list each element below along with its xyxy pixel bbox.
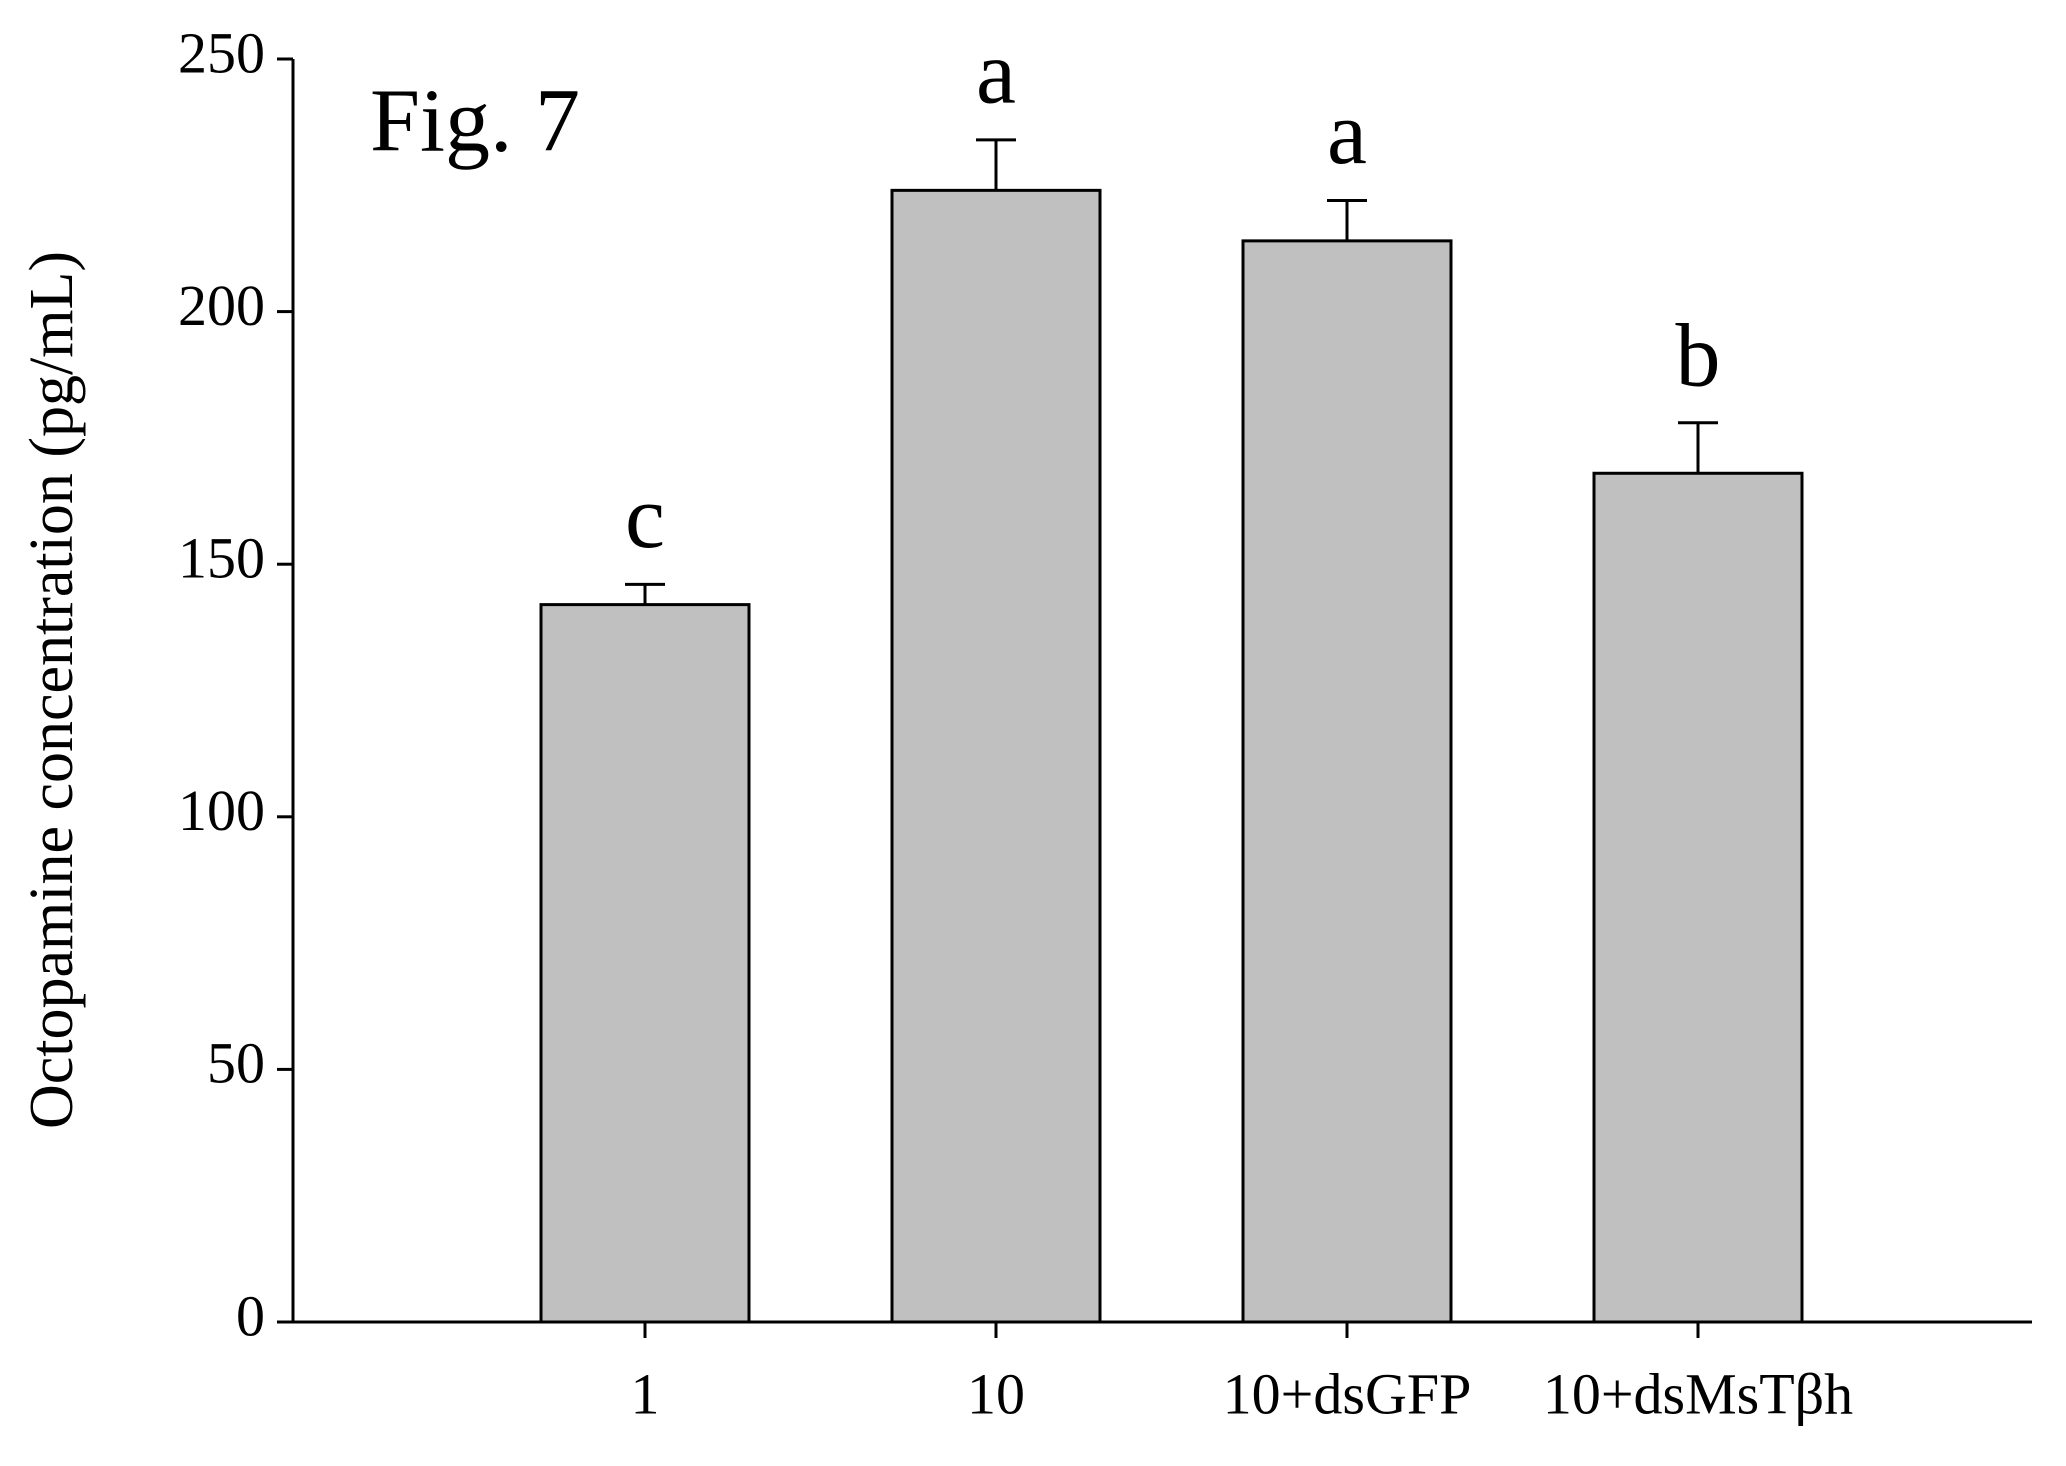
x-tick-label: 10+dsMsTβh (1543, 1361, 1853, 1426)
bar (539, 603, 751, 1324)
x-tick-label: 10 (967, 1361, 1025, 1426)
significance-letter: a (976, 23, 1016, 122)
significance-letter: b (1676, 306, 1721, 405)
significance-letter: c (625, 468, 665, 567)
y-tick-label: 0 (236, 1283, 265, 1348)
bar (1241, 239, 1453, 1324)
y-axis-label: Octopamine concentration (pg/mL) (18, 251, 86, 1129)
y-tick-label: 250 (178, 20, 265, 85)
chart-title: Fig. 7 (370, 72, 580, 171)
y-tick-label: 50 (207, 1031, 265, 1096)
x-tick-label: 1 (631, 1361, 660, 1426)
bar (890, 188, 1102, 1324)
x-tick-label: 10+dsGFP (1223, 1361, 1472, 1426)
y-tick-label: 200 (178, 273, 265, 338)
y-tick-label: 150 (178, 526, 265, 591)
y-tick-label: 100 (178, 778, 265, 843)
significance-letter: a (1327, 84, 1367, 183)
bar (1592, 471, 1804, 1324)
